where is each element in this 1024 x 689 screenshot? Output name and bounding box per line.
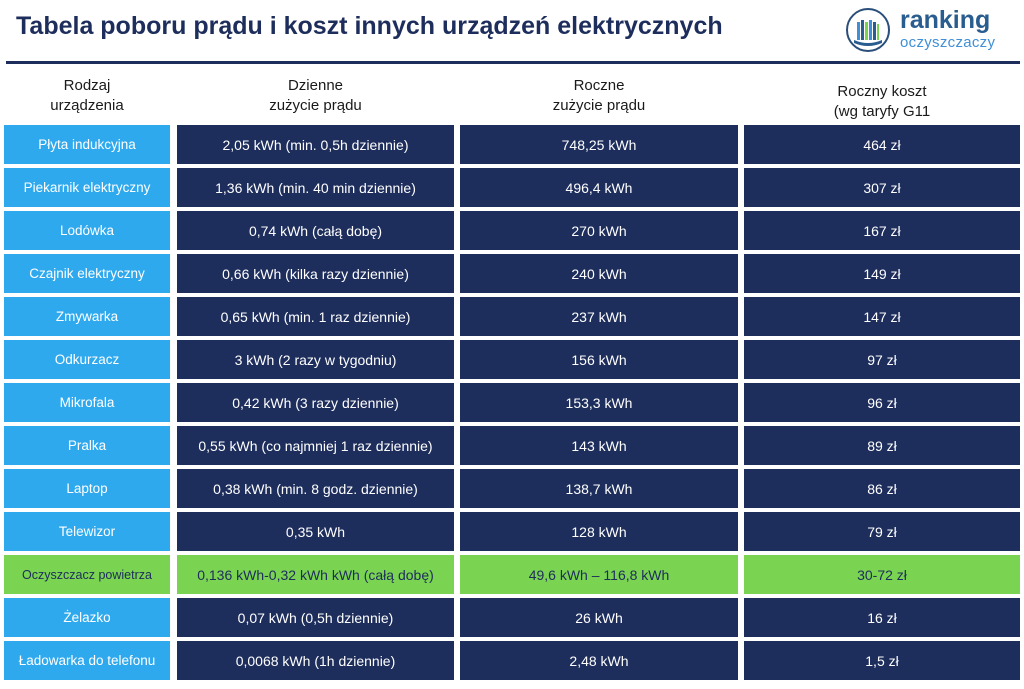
daily-usage-cell: 0,0068 kWh (1h dziennie)	[177, 641, 454, 680]
page-title: Tabela poboru prądu i koszt innych urząd…	[16, 12, 723, 40]
daily-usage-cell: 1,36 kWh (min. 40 min dziennie)	[177, 168, 454, 207]
yearly-cost-cell: 86 zł	[744, 469, 1020, 508]
yearly-cost-cell: 30-72 zł	[744, 555, 1020, 594]
table-row: Zmywarka 0,65 kWh (min. 1 raz dziennie) …	[4, 297, 1020, 336]
daily-usage-cell: 0,136 kWh-0,32 kWh kWh (całą dobę)	[177, 555, 454, 594]
yearly-usage-cell: 237 kWh	[460, 297, 738, 336]
yearly-cost-cell: 79 zł	[744, 512, 1020, 551]
yearly-usage-cell: 2,48 kWh	[460, 641, 738, 680]
device-cell: Lodówka	[4, 211, 170, 250]
header-cost-line1: Roczny koszt	[837, 83, 927, 100]
daily-usage-cell: 0,07 kWh (0,5h dziennie)	[177, 598, 454, 637]
yearly-cost-cell: 89 zł	[744, 426, 1020, 465]
daily-usage-cell: 0,42 kWh (3 razy dziennie)	[177, 383, 454, 422]
yearly-cost-cell: 167 zł	[744, 211, 1020, 250]
table-row: Odkurzacz 3 kWh (2 razy w tygodniu) 156 …	[4, 340, 1020, 379]
ranking-oczyszczaczy-logo[interactable]: ranking oczyszczaczy	[846, 6, 1016, 56]
table-row: Telewizor 0,35 kWh 128 kWh 79 zł	[4, 512, 1020, 551]
device-cell: Pralka	[4, 426, 170, 465]
daily-usage-cell: 0,55 kWh (co najmniej 1 raz dziennie)	[177, 426, 454, 465]
header-daily-line1: Dzienne	[287, 77, 344, 94]
table-row: Żelazko 0,07 kWh (0,5h dziennie) 26 kWh …	[4, 598, 1020, 637]
yearly-usage-cell: 138,7 kWh	[460, 469, 738, 508]
header-yearly-line2: zużycie prądu	[552, 97, 646, 114]
header-yearly-line1: Roczne	[573, 77, 625, 94]
table-row: Lodówka 0,74 kWh (całą dobę) 270 kWh 167…	[4, 211, 1020, 250]
device-cell: Piekarnik elektryczny	[4, 168, 170, 207]
title-divider	[6, 61, 1020, 64]
daily-usage-cell: 0,35 kWh	[177, 512, 454, 551]
header-cost-line2: (wg taryfy G11	[833, 103, 931, 120]
device-cell: Płyta indukcyjna	[4, 125, 170, 164]
header-daily: Dzienne zużycie prądu	[177, 72, 454, 120]
table-row: Mikrofala 0,42 kWh (3 razy dziennie) 153…	[4, 383, 1020, 422]
yearly-usage-cell: 240 kWh	[460, 254, 738, 293]
logo-text-oczyszczaczy: oczyszczaczy	[900, 34, 996, 51]
yearly-cost-cell: 96 zł	[744, 383, 1020, 422]
table-row: Płyta indukcyjna 2,05 kWh (min. 0,5h dzi…	[4, 125, 1020, 164]
daily-usage-cell: 0,65 kWh (min. 1 raz dziennie)	[177, 297, 454, 336]
table-row: Laptop 0,38 kWh (min. 8 godz. dziennie) …	[4, 469, 1020, 508]
table-row: Ładowarka do telefonu 0,0068 kWh (1h dzi…	[4, 641, 1020, 680]
yearly-usage-cell: 156 kWh	[460, 340, 738, 379]
yearly-usage-cell: 496,4 kWh	[460, 168, 738, 207]
daily-usage-cell: 3 kWh (2 razy w tygodniu)	[177, 340, 454, 379]
daily-usage-cell: 2,05 kWh (min. 0,5h dziennie)	[177, 125, 454, 164]
device-cell: Czajnik elektryczny	[4, 254, 170, 293]
header-device-line1: Rodzaj	[63, 77, 111, 94]
book-stack-icon	[846, 8, 890, 52]
yearly-usage-cell: 49,6 kWh – 116,8 kWh	[460, 555, 738, 594]
header-cost: Roczny koszt (wg taryfy G11	[744, 78, 1020, 126]
table-row: Pralka 0,55 kWh (co najmniej 1 raz dzien…	[4, 426, 1020, 465]
yearly-usage-cell: 153,3 kWh	[460, 383, 738, 422]
header-device: Rodzaj urządzenia	[4, 72, 170, 120]
daily-usage-cell: 0,38 kWh (min. 8 godz. dziennie)	[177, 469, 454, 508]
device-cell: Oczyszczacz powietrza	[4, 555, 170, 594]
yearly-cost-cell: 147 zł	[744, 297, 1020, 336]
yearly-cost-cell: 16 zł	[744, 598, 1020, 637]
yearly-usage-cell: 748,25 kWh	[460, 125, 738, 164]
device-cell: Mikrofala	[4, 383, 170, 422]
daily-usage-cell: 0,74 kWh (całą dobę)	[177, 211, 454, 250]
device-cell: Laptop	[4, 469, 170, 508]
yearly-usage-cell: 26 kWh	[460, 598, 738, 637]
yearly-usage-cell: 143 kWh	[460, 426, 738, 465]
yearly-cost-cell: 1,5 zł	[744, 641, 1020, 680]
device-cell: Ładowarka do telefonu	[4, 641, 170, 680]
daily-usage-cell: 0,66 kWh (kilka razy dziennie)	[177, 254, 454, 293]
yearly-cost-cell: 97 zł	[744, 340, 1020, 379]
device-cell: Telewizor	[4, 512, 170, 551]
table-row-highlighted: Oczyszczacz powietrza 0,136 kWh-0,32 kWh…	[4, 555, 1020, 594]
table-row: Czajnik elektryczny 0,66 kWh (kilka razy…	[4, 254, 1020, 293]
yearly-cost-cell: 464 zł	[744, 125, 1020, 164]
header-daily-line2: zużycie prądu	[269, 97, 362, 114]
yearly-usage-cell: 270 kWh	[460, 211, 738, 250]
device-cell: Zmywarka	[4, 297, 170, 336]
device-cell: Żelazko	[4, 598, 170, 637]
yearly-usage-cell: 128 kWh	[460, 512, 738, 551]
header-device-line2: urządzenia	[50, 97, 124, 114]
device-cell: Odkurzacz	[4, 340, 170, 379]
table-row: Piekarnik elektryczny 1,36 kWh (min. 40 …	[4, 168, 1020, 207]
logo-text-ranking: ranking	[900, 6, 991, 34]
yearly-cost-cell: 307 zł	[744, 168, 1020, 207]
header-yearly: Roczne zużycie prądu	[460, 72, 738, 120]
yearly-cost-cell: 149 zł	[744, 254, 1020, 293]
